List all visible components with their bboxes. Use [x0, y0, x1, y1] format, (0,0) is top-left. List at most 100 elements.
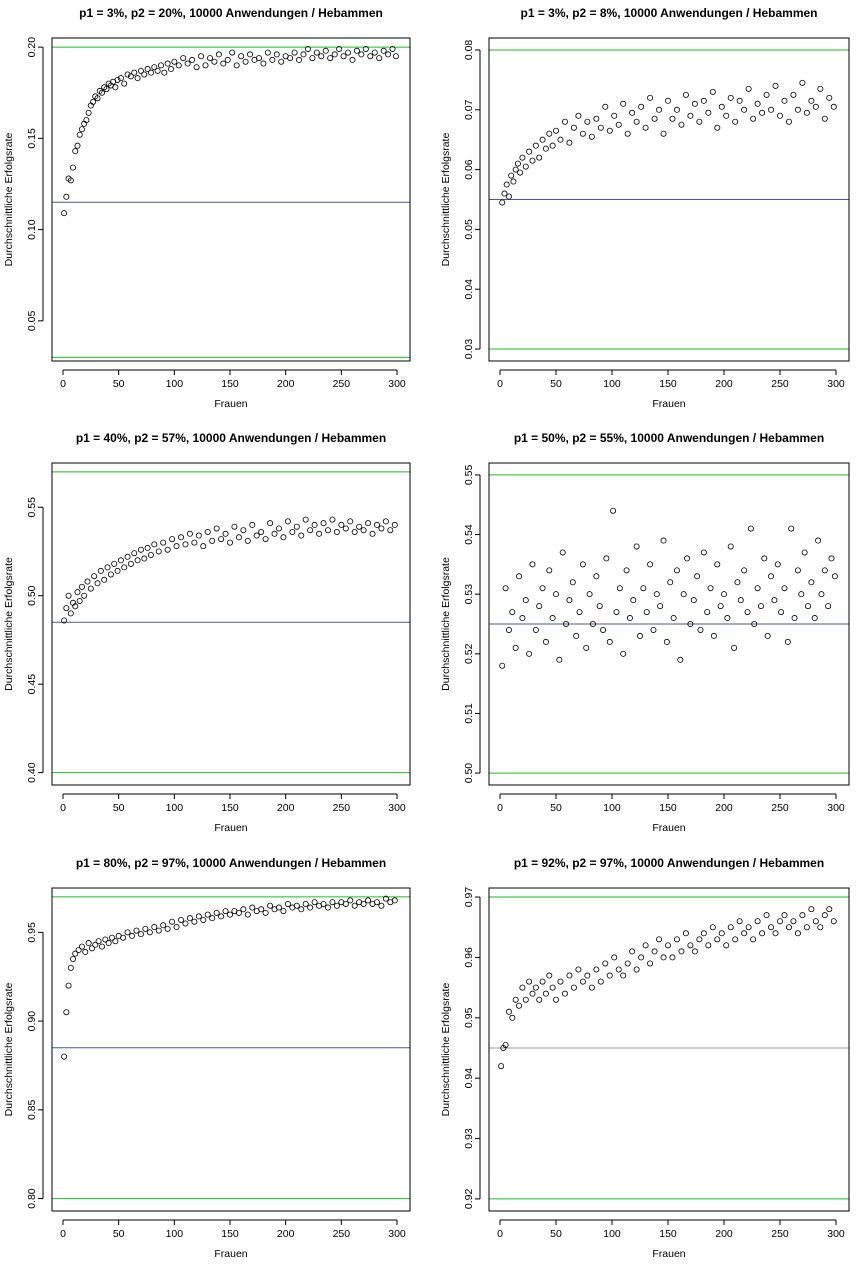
- data-point: [669, 954, 676, 961]
- data-point: [803, 109, 810, 116]
- data-point: [704, 609, 711, 616]
- data-point: [72, 148, 79, 155]
- data-point: [391, 897, 398, 904]
- data-point: [391, 521, 398, 528]
- data-point: [184, 60, 191, 67]
- data-point: [322, 47, 329, 54]
- data-point: [818, 591, 825, 598]
- data-point: [589, 621, 596, 628]
- data-point: [161, 69, 168, 76]
- data-point: [505, 1008, 512, 1015]
- data-point: [249, 521, 256, 528]
- data-point: [382, 518, 389, 525]
- data-point: [808, 906, 815, 913]
- data-point: [160, 922, 167, 929]
- data-point: [287, 55, 294, 62]
- data-point: [542, 638, 549, 645]
- data-point: [723, 942, 730, 949]
- data-point: [340, 53, 347, 60]
- data-point: [707, 585, 714, 592]
- data-point: [141, 555, 148, 562]
- data-point: [620, 650, 627, 657]
- data-point: [102, 936, 109, 943]
- y-tick-label: 0.05: [463, 219, 475, 240]
- data-point: [142, 925, 149, 932]
- data-point: [111, 560, 118, 567]
- data-point: [95, 938, 102, 945]
- data-point: [262, 909, 269, 916]
- data-point: [705, 109, 712, 116]
- data-point: [700, 97, 707, 104]
- data-point: [213, 525, 220, 532]
- data-point: [516, 1002, 523, 1009]
- data-point: [656, 106, 663, 113]
- x-tick-label: 300: [827, 378, 845, 390]
- data-point: [737, 597, 744, 604]
- data-point: [575, 966, 582, 973]
- data-point: [117, 557, 124, 564]
- x-tick-label: 300: [827, 802, 845, 814]
- data-point: [87, 585, 94, 592]
- data-point: [224, 56, 231, 63]
- data-point: [94, 580, 101, 587]
- data-point: [70, 955, 77, 962]
- data-point: [101, 576, 108, 583]
- y-tick-label: 0.96: [463, 947, 475, 968]
- data-point: [812, 918, 819, 925]
- data-point: [778, 609, 785, 616]
- data-point: [63, 1009, 70, 1016]
- y-tick-label: 0.07: [463, 99, 475, 120]
- data-point: [147, 552, 154, 559]
- data-point: [785, 118, 792, 125]
- data-point: [206, 55, 213, 62]
- data-point: [532, 626, 539, 633]
- data-point: [727, 94, 734, 101]
- y-tick-label: 0.45: [26, 674, 38, 695]
- data-point: [200, 543, 207, 550]
- data-point: [522, 597, 529, 604]
- data-point: [647, 561, 654, 568]
- x-axis-label: Frauen: [652, 822, 685, 834]
- data-point: [536, 603, 543, 610]
- data-point: [805, 603, 812, 610]
- data-point: [155, 927, 162, 934]
- x-tick-label: 50: [550, 1228, 562, 1240]
- data-point: [606, 972, 613, 979]
- data-point: [653, 591, 660, 598]
- data-point: [278, 58, 285, 65]
- data-point: [78, 583, 85, 590]
- data-point: [360, 900, 367, 907]
- data-point: [673, 567, 680, 574]
- data-point: [137, 546, 144, 553]
- data-point: [365, 897, 372, 904]
- data-point: [709, 88, 716, 95]
- data-point: [202, 62, 209, 69]
- data-point: [734, 579, 741, 586]
- data-point: [82, 948, 89, 955]
- x-tick-label: 200: [715, 378, 733, 390]
- data-point: [714, 124, 721, 131]
- data-point: [691, 100, 698, 107]
- y-tick-label: 0.53: [463, 584, 475, 605]
- data-point: [546, 567, 553, 574]
- data-point: [195, 532, 202, 539]
- data-point: [508, 172, 515, 179]
- data-point: [369, 530, 376, 537]
- data-point: [275, 904, 282, 911]
- y-tick-label: 0.95: [463, 1007, 475, 1028]
- data-point: [378, 525, 385, 532]
- data-point: [656, 936, 663, 943]
- data-point: [798, 591, 805, 598]
- data-point: [579, 561, 586, 568]
- chart-title: p1 = 92%, p2 = 97%, 10000 Anwendungen / …: [514, 856, 824, 870]
- data-point: [677, 656, 684, 663]
- chart-panel-5: p1 = 80%, p2 = 97%, 10000 Anwendungen / …: [3, 856, 411, 1260]
- x-tick-label: 300: [388, 378, 406, 390]
- data-point: [72, 603, 79, 610]
- data-point: [173, 924, 180, 931]
- data-point: [546, 130, 553, 137]
- data-point: [522, 996, 529, 1003]
- data-point: [566, 139, 573, 146]
- data-point: [519, 984, 526, 991]
